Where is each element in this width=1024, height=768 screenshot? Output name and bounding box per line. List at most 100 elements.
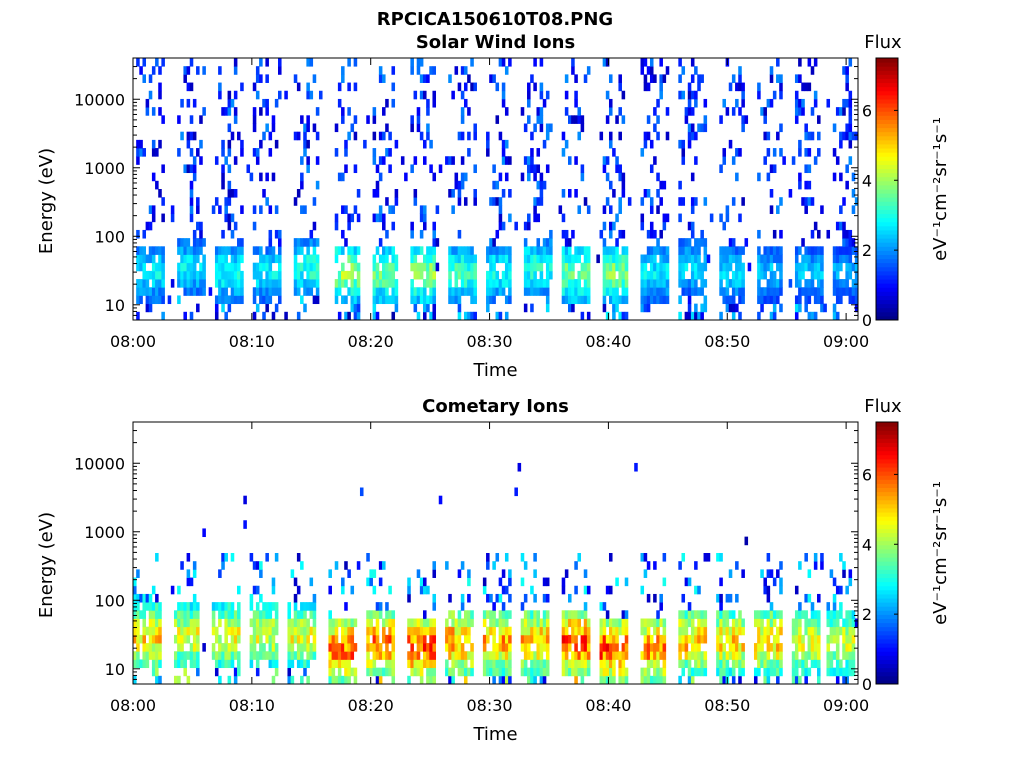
colorbar-swatch	[876, 577, 898, 583]
flux-cell	[438, 164, 443, 174]
flux-cell	[725, 295, 730, 305]
flux-cell	[643, 634, 648, 644]
flux-cell	[460, 115, 465, 124]
flux-cell	[293, 577, 298, 587]
flux-cell	[779, 229, 783, 239]
flux-cell	[523, 246, 528, 255]
flux-cell	[501, 626, 506, 636]
flux-cell	[536, 115, 541, 124]
flux-cell	[561, 295, 566, 305]
flux-cell	[202, 279, 206, 288]
x-axis: 08:00 08:10 08:20 08:30 08:40 08:50 09:00	[110, 422, 869, 715]
flux-cell	[224, 213, 228, 223]
flux-cell	[766, 553, 771, 562]
flux-cell	[221, 107, 225, 116]
flux-cell	[227, 279, 232, 288]
flux-cell	[501, 279, 506, 288]
flux-cell	[766, 279, 771, 288]
flux-cell	[410, 246, 414, 255]
flux-cell	[268, 262, 273, 272]
flux-cell	[826, 651, 831, 660]
flux-cell	[227, 618, 232, 628]
flux-cell	[508, 58, 512, 67]
flux-cell	[694, 156, 698, 165]
flux-cell	[605, 262, 610, 272]
flux-cell	[170, 213, 175, 223]
flux-cell	[665, 287, 670, 296]
flux-cell	[643, 303, 648, 313]
colorbar-swatch	[876, 143, 898, 149]
flux-cell	[813, 58, 818, 67]
colorbar-swatch	[876, 135, 898, 141]
flux-cell	[504, 262, 509, 272]
flux-cell	[224, 270, 228, 280]
flux-cell	[564, 90, 569, 100]
flux-cell	[662, 618, 667, 628]
colorbar-swatch	[876, 94, 898, 100]
flux-cell	[495, 115, 500, 124]
flux-cell	[823, 303, 827, 313]
flux-cell	[378, 295, 383, 305]
flux-cell	[769, 311, 774, 321]
flux-cell	[527, 270, 531, 280]
flux-cell	[378, 156, 383, 165]
flux-cell	[498, 311, 503, 321]
flux-cell	[419, 270, 424, 280]
flux-cell	[848, 295, 853, 305]
colorbar-swatch	[876, 283, 898, 288]
flux-cell	[813, 651, 818, 660]
flux-cell	[489, 659, 493, 669]
flux-cell	[542, 593, 547, 603]
flux-cell	[586, 659, 591, 669]
flux-cell	[763, 254, 767, 264]
flux-cell	[763, 270, 767, 280]
flux-cell	[681, 667, 686, 677]
flux-cell	[612, 675, 616, 685]
colorbar-swatch	[876, 626, 898, 632]
flux-cell	[230, 618, 235, 628]
flux-cell	[265, 626, 269, 636]
flux-cell	[249, 553, 254, 562]
flux-cell	[303, 287, 307, 296]
flux-cell	[810, 246, 815, 255]
flux-cell	[372, 303, 377, 313]
flux-cell	[457, 618, 462, 628]
flux-cell	[265, 58, 269, 67]
flux-cell	[807, 626, 812, 636]
flux-cell	[523, 287, 528, 296]
flux-cell	[649, 634, 654, 644]
flux-cell	[618, 74, 622, 83]
flux-cell	[539, 82, 544, 92]
flux-cell	[662, 221, 667, 231]
flux-cell	[615, 643, 619, 652]
flux-cell	[341, 172, 345, 182]
flux-cell	[463, 197, 468, 206]
flux-cell	[731, 74, 736, 83]
flux-cell	[255, 585, 260, 595]
flux-cell	[533, 659, 537, 669]
flux-cell	[155, 148, 159, 157]
flux-cell	[438, 495, 443, 505]
flux-cell	[722, 610, 727, 619]
flux-cell	[372, 311, 377, 321]
flux-cell	[391, 254, 396, 264]
flux-cell	[136, 139, 140, 149]
flux-cell	[653, 618, 657, 628]
flux-cell	[757, 610, 761, 619]
flux-cell	[378, 131, 383, 141]
flux-cell	[735, 651, 739, 660]
flux-cell	[801, 651, 805, 660]
flux-cell	[820, 279, 824, 288]
flux-cell	[224, 287, 228, 296]
flux-cell	[766, 618, 771, 628]
flux-cell	[807, 262, 812, 272]
flux-cell	[523, 270, 528, 280]
colorbar-swatch	[876, 614, 898, 619]
flux-cell	[457, 270, 462, 280]
flux-cell	[564, 569, 569, 578]
flux-cell	[649, 618, 654, 628]
flux-cell	[583, 287, 588, 296]
flux-cell	[337, 82, 342, 92]
flux-cell	[448, 254, 452, 264]
flux-cell	[690, 270, 695, 280]
